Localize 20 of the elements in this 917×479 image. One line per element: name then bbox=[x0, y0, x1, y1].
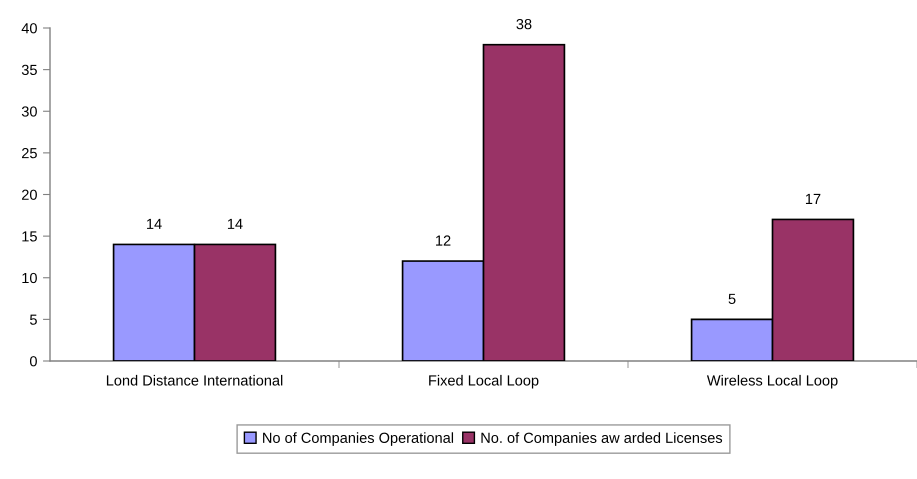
data-label: 14 bbox=[228, 218, 243, 229]
y-tick-label: 10 bbox=[22, 272, 37, 284]
y-tick-label: 15 bbox=[22, 231, 37, 242]
y-tick-label: 40 bbox=[22, 23, 37, 34]
x-tick-label: Wireless Local Loop bbox=[706, 374, 838, 388]
y-tick-label: 30 bbox=[22, 106, 37, 117]
legend-label: No. of Companies aw arded Licenses bbox=[481, 432, 722, 446]
legend-label: No of Companies Operational bbox=[263, 432, 454, 446]
data-label: 17 bbox=[806, 194, 820, 204]
data-label: 14 bbox=[147, 218, 162, 229]
y-tick-label: 20 bbox=[22, 190, 37, 200]
x-tick-label: Lond Distance International bbox=[106, 374, 282, 386]
y-tick-label: 0 bbox=[30, 356, 37, 366]
data-label: 5 bbox=[728, 294, 736, 304]
data-label: 12 bbox=[436, 235, 450, 246]
data-label: 38 bbox=[516, 18, 532, 30]
y-tick-label: 35 bbox=[22, 64, 37, 76]
y-tick-label: 25 bbox=[22, 148, 37, 158]
x-tick-label: Fixed Local Loop bbox=[429, 374, 538, 388]
y-tick-label: 5 bbox=[30, 314, 37, 325]
